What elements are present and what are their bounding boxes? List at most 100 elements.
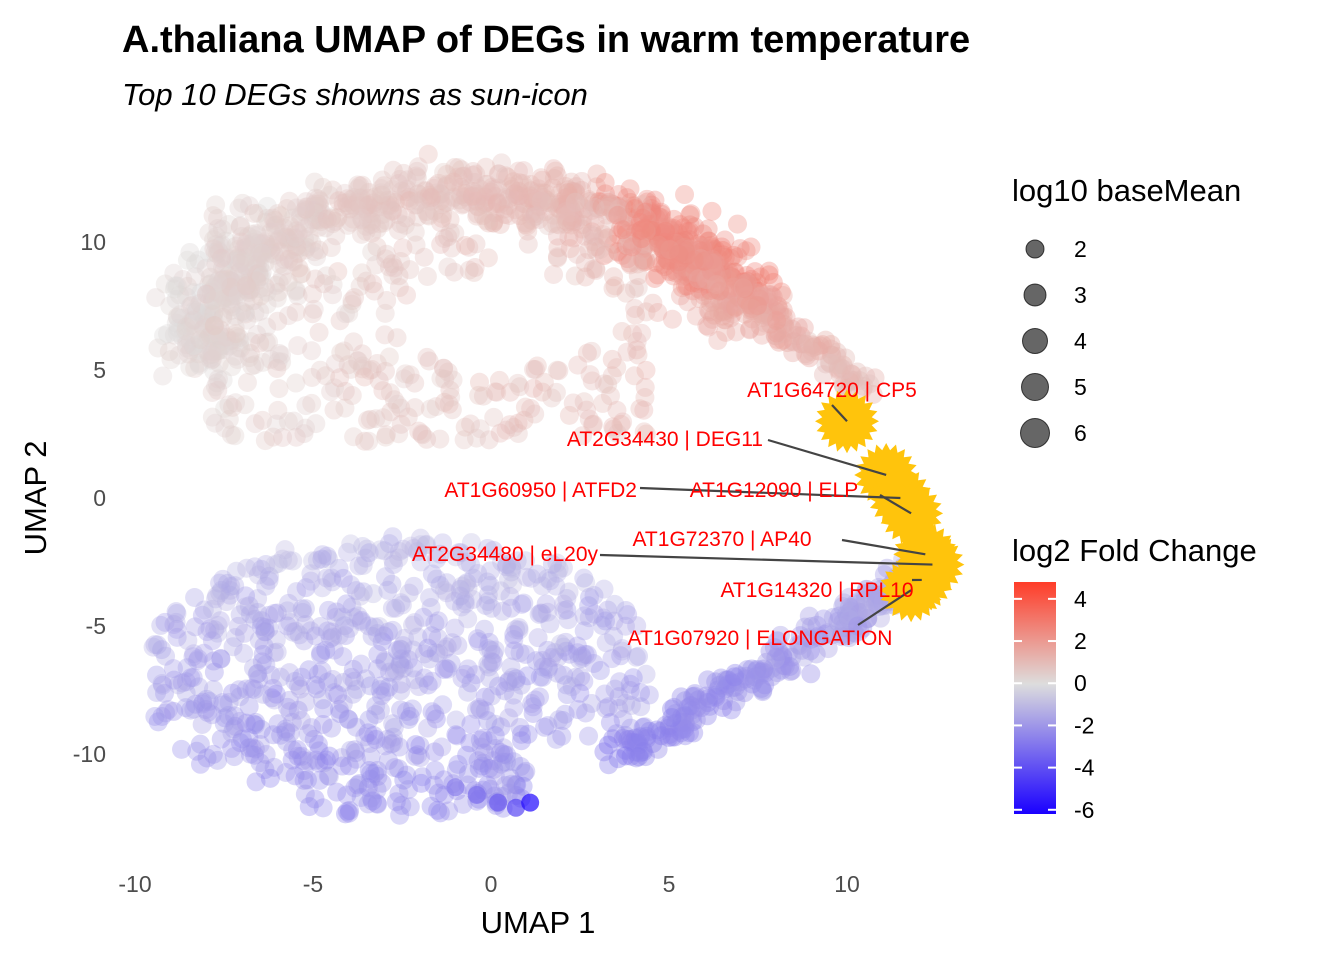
scatter-point	[383, 550, 403, 570]
scatter-point	[371, 179, 391, 199]
scatter-point	[485, 726, 505, 746]
scatter-point	[709, 281, 729, 301]
scatter-point	[675, 241, 695, 261]
scatter-point	[188, 344, 208, 364]
scatter-point	[479, 632, 499, 652]
scatter-point	[609, 699, 629, 719]
scatter-point	[633, 238, 653, 258]
scatter-point	[575, 267, 595, 287]
scatter-point	[507, 187, 527, 207]
scatter-point	[458, 179, 478, 199]
scatter-point	[385, 192, 405, 212]
scatter-point	[724, 262, 744, 282]
scatter-point	[196, 331, 216, 351]
scatter-point	[604, 203, 624, 223]
scatter-point	[812, 335, 832, 355]
scatter-point	[207, 327, 227, 347]
scatter-point	[656, 237, 676, 257]
scatter-point	[477, 572, 497, 592]
scatter-point	[506, 619, 526, 639]
scatter-point	[300, 214, 320, 234]
scatter-point	[260, 768, 280, 788]
scatter-point	[536, 594, 556, 614]
scatter-point	[200, 348, 220, 368]
scatter-point	[501, 598, 521, 618]
scatter-point	[542, 213, 562, 233]
scatter-point	[741, 285, 761, 305]
scatter-point	[685, 686, 705, 706]
scatter-point	[256, 234, 276, 254]
scatter-point	[321, 238, 341, 258]
scatter-point	[835, 360, 855, 380]
scatter-point	[479, 430, 499, 450]
scatter-point	[256, 212, 276, 232]
scatter-point	[152, 640, 172, 660]
scatter-point	[632, 195, 652, 215]
scatter-point	[387, 640, 407, 660]
scatter-point	[627, 208, 647, 228]
scatter-point	[330, 368, 350, 388]
scatter-point	[544, 264, 564, 284]
scatter-point	[706, 262, 726, 282]
scatter-point	[680, 215, 700, 235]
scatter-point	[689, 279, 709, 299]
scatter-point	[388, 205, 408, 225]
scatter-point	[225, 252, 245, 272]
scatter-point	[230, 733, 250, 753]
scatter-point	[557, 211, 577, 231]
scatter-point	[528, 628, 548, 648]
scatter-point	[278, 229, 298, 249]
scatter-point	[550, 199, 570, 219]
scatter-point	[536, 192, 556, 212]
scatter-point	[468, 197, 488, 217]
scatter-point	[351, 208, 371, 228]
scatter-point	[712, 294, 732, 314]
scatter-point	[308, 189, 328, 209]
scatter-point	[749, 281, 769, 301]
scatter-point	[379, 677, 399, 697]
scatter-point	[436, 193, 456, 213]
scatter-point	[704, 305, 724, 325]
scatter-point	[594, 579, 614, 599]
scatter-point	[310, 645, 330, 665]
scatter-point	[224, 747, 244, 767]
scatter-point	[191, 333, 211, 353]
scatter-point	[414, 644, 434, 664]
scatter-point	[339, 303, 359, 323]
scatter-point	[480, 576, 500, 596]
scatter-point	[702, 259, 722, 279]
scatter-point	[708, 330, 728, 350]
scatter-point	[566, 183, 586, 203]
scatter-point	[660, 262, 680, 282]
scatter-point	[356, 669, 376, 689]
size-legend-title: log10 baseMean	[1012, 173, 1241, 208]
scatter-point	[841, 364, 861, 384]
scatter-point	[669, 255, 689, 275]
scatter-point	[347, 191, 367, 211]
scatter-point	[422, 564, 442, 584]
scatter-point	[347, 193, 367, 213]
scatter-point	[662, 309, 682, 329]
scatter-point	[853, 379, 873, 399]
scatter-point	[426, 188, 446, 208]
scatter-point	[215, 247, 235, 267]
scatter-point	[312, 545, 332, 565]
scatter-point	[242, 224, 262, 244]
scatter-point	[634, 234, 654, 254]
scatter-point	[557, 197, 577, 217]
scatter-point	[247, 271, 267, 291]
scatter-point	[371, 194, 391, 214]
scatter-point	[294, 424, 314, 444]
scatter-point	[177, 338, 197, 358]
scatter-point	[620, 179, 640, 199]
scatter-point	[782, 319, 802, 339]
scatter-point	[299, 797, 319, 817]
scatter-point	[292, 599, 312, 619]
scatter-point	[228, 349, 248, 369]
scatter-point	[313, 798, 333, 818]
scatter-point	[647, 720, 667, 740]
scatter-point	[421, 598, 441, 618]
scatter-point	[716, 292, 736, 312]
scatter-point	[713, 302, 733, 322]
scatter-point	[799, 348, 819, 368]
